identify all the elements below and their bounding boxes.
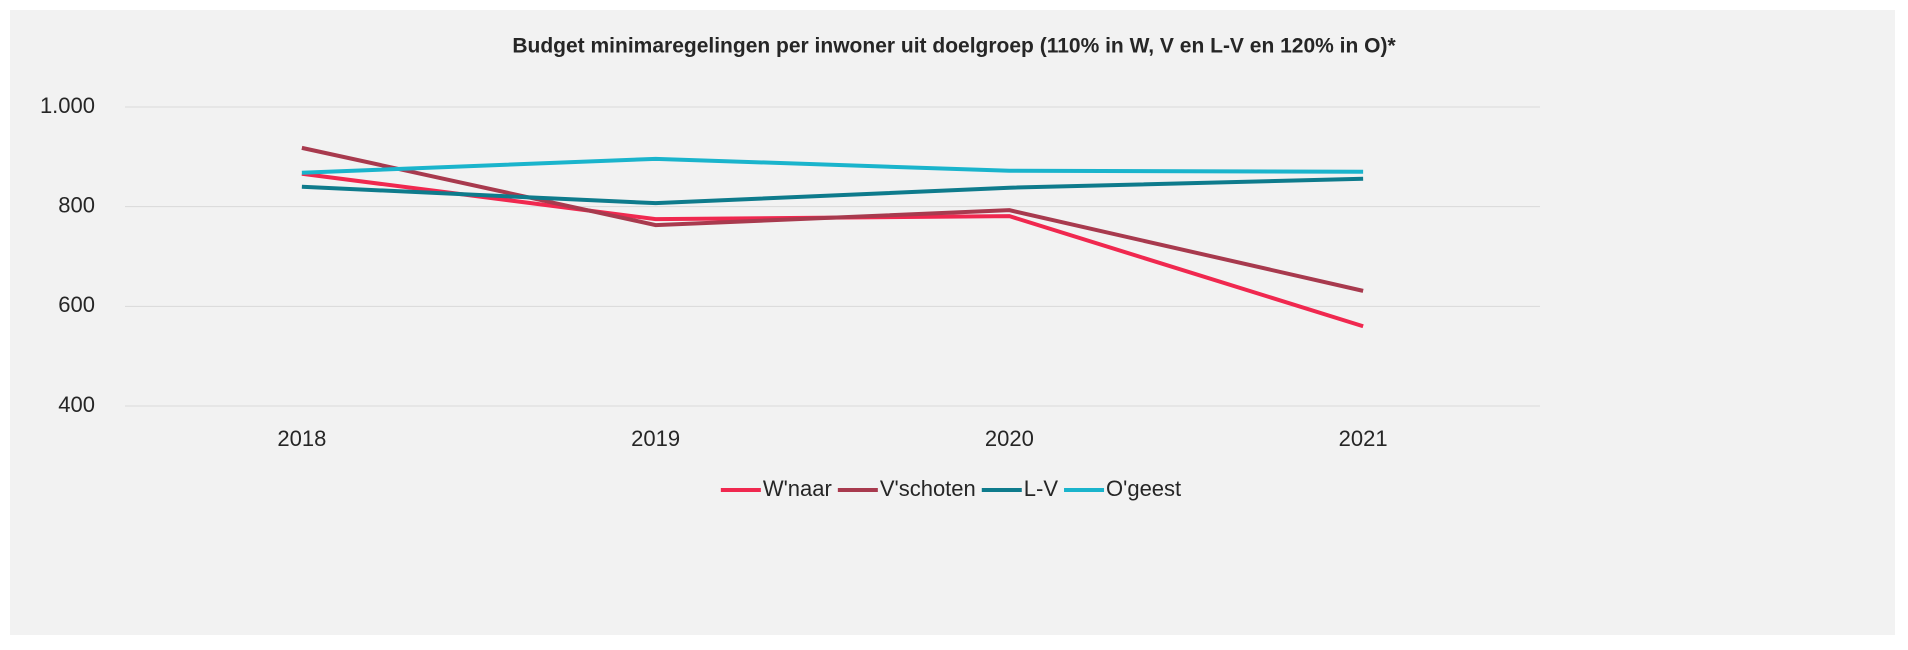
chart-background [10, 10, 1895, 635]
x-tick-label: 2021 [1339, 426, 1388, 451]
legend-label: W'naar [763, 476, 832, 501]
x-tick-label: 2020 [985, 426, 1034, 451]
line-series [301, 145, 1364, 293]
y-tick-label: 1.000 [40, 93, 95, 118]
chart-title: Budget minimaregelingen per inwoner uit … [512, 35, 1396, 58]
x-tick-label: 2019 [631, 426, 680, 451]
y-tick-label: 400 [58, 392, 95, 417]
legend-label: V'schoten [880, 476, 976, 501]
legend-label: O'geest [1106, 476, 1181, 501]
line-series [301, 156, 1364, 175]
x-tick-label: 2018 [277, 426, 326, 451]
legend-label: L-V [1024, 476, 1059, 501]
line-series [301, 176, 1364, 206]
y-tick-label: 800 [58, 192, 95, 217]
y-tick-label: 600 [58, 292, 95, 317]
